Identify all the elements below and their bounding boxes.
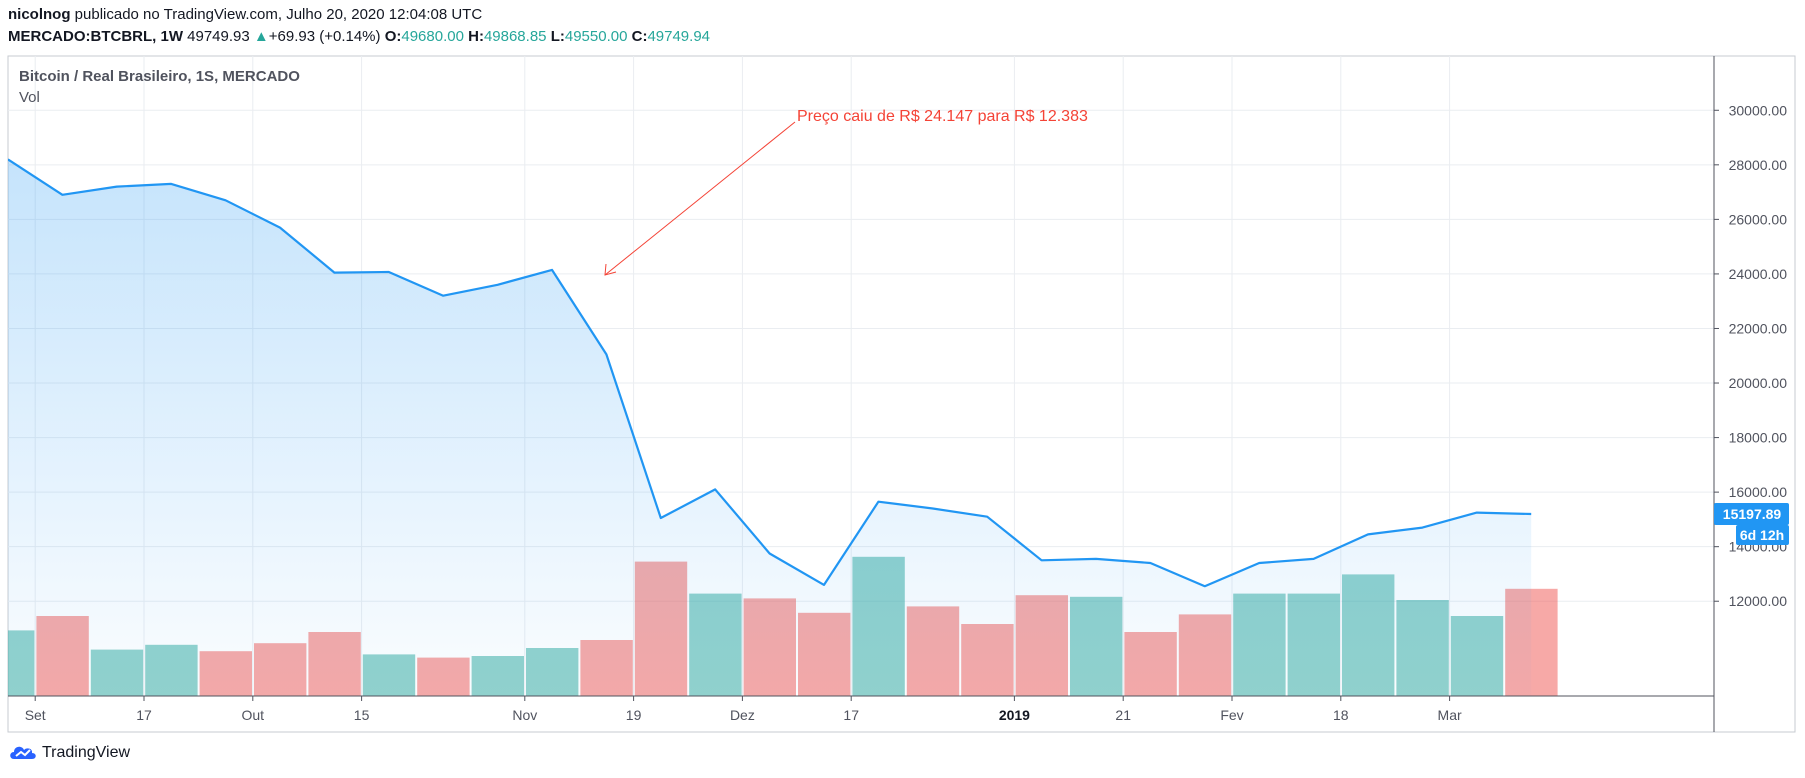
x-tick-label: Nov <box>512 707 537 723</box>
annotation-arrow <box>604 121 796 276</box>
annotation-text: Preço caiu de R$ 24.147 para R$ 12.383 <box>797 108 1088 125</box>
price-line <box>8 158 1532 588</box>
countdown-box <box>1736 525 1789 545</box>
publication-line: nicolnog publicado no TradingView.com, J… <box>8 6 482 23</box>
y-tick-label: 30000.00 <box>1729 102 1788 118</box>
open-label: O: <box>384 28 402 45</box>
author-name[interactable]: nicolnog <box>8 6 71 23</box>
cloud-icon <box>10 746 36 759</box>
close-value: 49749.94 <box>647 28 711 45</box>
y-tick-label: 26000.00 <box>1729 211 1788 227</box>
symbol-name: MERCADO:BTCBRL, 1W <box>8 28 183 45</box>
tradingview-logo[interactable]: TradingView <box>8 743 130 763</box>
x-tick-label: 19 <box>626 707 642 723</box>
brand-name: TradingView <box>42 744 131 761</box>
high-label: H: <box>468 28 484 45</box>
x-tick-label: Mar <box>1438 707 1462 723</box>
x-tick-label: Out <box>242 707 265 723</box>
x-tick-label: 2019 <box>999 707 1030 723</box>
y-tick-label: 18000.00 <box>1729 430 1788 446</box>
last-price: 49749.93 <box>187 28 250 45</box>
x-tick-label: 15 <box>354 707 370 723</box>
time-axis[interactable]: Set 17 Out 15 Nov 19 Dez 17 2019 21 Fev 18 Mar <box>25 696 1462 723</box>
x-tick-label: Set <box>25 707 46 723</box>
x-tick-label: Fev <box>1220 707 1243 723</box>
high-value: 49868.85 <box>483 28 547 45</box>
chart-title: Bitcoin / Real Brasileiro, 1S, MERCADO <box>19 68 300 85</box>
open-value: 49680.00 <box>401 28 464 45</box>
last-price-tag: 15197.89 6d 12h <box>1714 503 1789 545</box>
last-price-value: 15197.89 <box>1723 506 1782 522</box>
price-area <box>8 158 1532 696</box>
y-tick-label: 28000.00 <box>1729 157 1788 173</box>
y-tick-label: 16000.00 <box>1729 484 1788 500</box>
symbol-line: MERCADO:BTCBRL, 1W 49749.93 ▲+69.93 (+0.… <box>8 28 710 45</box>
x-tick-label: Dez <box>730 707 755 723</box>
x-tick-label: 21 <box>1115 707 1131 723</box>
bar-countdown: 6d 12h <box>1740 527 1784 543</box>
y-tick-label: 20000.00 <box>1729 375 1788 391</box>
price-change: +69.93 (+0.14%) <box>268 28 381 45</box>
x-tick-label: 17 <box>843 707 859 723</box>
close-label: C: <box>631 28 648 45</box>
y-tick-label: 24000.00 <box>1729 266 1788 282</box>
low-value: 49550.00 <box>564 28 628 45</box>
last-price-box <box>1714 503 1789 525</box>
x-tick-label: 18 <box>1333 707 1349 723</box>
published-text: publicado no TradingView.com, Julho 20, … <box>74 6 483 23</box>
arrow-head-icon <box>604 263 617 276</box>
annotation[interactable]: Preço caiu de R$ 24.147 para R$ 12.383 <box>604 108 1088 276</box>
y-tick-label: 12000.00 <box>1729 593 1788 609</box>
triangle-up-icon: ▲ <box>253 28 269 45</box>
x-tick-label: 17 <box>136 707 152 723</box>
y-tick-label: 22000.00 <box>1729 321 1788 337</box>
low-label: L: <box>550 28 565 45</box>
area-fill <box>8 159 1532 696</box>
volume-label: Vol <box>19 89 40 106</box>
